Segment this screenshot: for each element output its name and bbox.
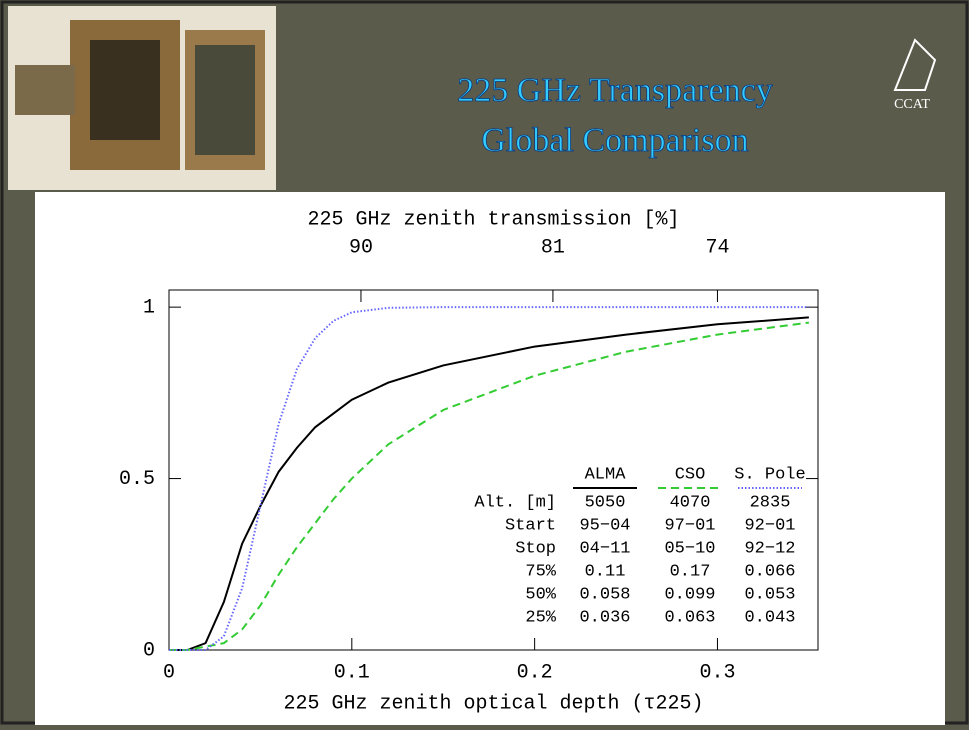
logo: CCAT <box>893 38 937 112</box>
chart: 0 0.1 0.2 0.3 90 81 74 0 0.5 1 225 GHz zenith opti… <box>119 208 819 715</box>
table-cell: 2835 <box>750 493 791 512</box>
x-tick-label: 0 <box>163 661 175 684</box>
table-row-label: Stop <box>515 539 556 558</box>
photo <box>8 6 276 190</box>
table-row-label: Alt. [m] <box>474 493 556 512</box>
table-cell: 0.053 <box>744 585 795 604</box>
table-cell: 5050 <box>585 493 626 512</box>
table-row-label: 25% <box>525 608 556 627</box>
table-cell: 95−04 <box>579 516 630 535</box>
logo-text: CCAT <box>894 97 930 112</box>
y-tick-label: 0 <box>143 639 155 662</box>
x2-tick-label: 81 <box>541 236 565 259</box>
x2-axis-title: 225 GHz zenith transmission [%] <box>307 208 679 231</box>
table-cell: 4070 <box>670 493 711 512</box>
x-axis-title: 225 GHz zenith optical depth (τ225) <box>283 692 703 715</box>
y-tick-label: 1 <box>143 296 155 319</box>
table-cell: 04−11 <box>579 539 630 558</box>
title: 225 GHz Transparency <box>457 72 772 109</box>
plot-frame <box>168 289 819 651</box>
table-cell: 0.043 <box>744 608 795 627</box>
x2-tick-label: 74 <box>705 236 729 259</box>
x-tick-label: 0.2 <box>517 661 553 684</box>
y-tick-label: 0.5 <box>119 468 155 491</box>
legend-label: ALMA <box>585 465 627 484</box>
title: Global Comparison <box>481 122 748 159</box>
table-cell: 0.099 <box>664 585 715 604</box>
table-row-label: 75% <box>525 562 556 581</box>
x-tick-label: 0.1 <box>334 661 370 684</box>
table-cell: 92−01 <box>744 516 795 535</box>
table-cell: 0.036 <box>579 608 630 627</box>
table-cell: 92−12 <box>744 539 795 558</box>
table-cell: 0.11 <box>585 562 626 581</box>
chart-panel <box>35 192 945 725</box>
series-line <box>169 316 809 651</box>
legend-label: CSO <box>675 465 706 484</box>
table-cell: 0.058 <box>579 585 630 604</box>
table-cell: 05−10 <box>664 539 715 558</box>
table-cell: 0.066 <box>744 562 795 581</box>
x2-tick-label: 90 <box>349 236 373 259</box>
table-cell: 0.063 <box>664 608 715 627</box>
table-cell: 0.17 <box>670 562 711 581</box>
x-tick-label: 0.3 <box>699 661 735 684</box>
table-row-label: 50% <box>525 585 556 604</box>
table-row-label: Start <box>505 516 556 535</box>
series-line <box>169 321 809 651</box>
legend-label: S. Pole <box>734 465 805 484</box>
table-cell: 97−01 <box>664 516 715 535</box>
